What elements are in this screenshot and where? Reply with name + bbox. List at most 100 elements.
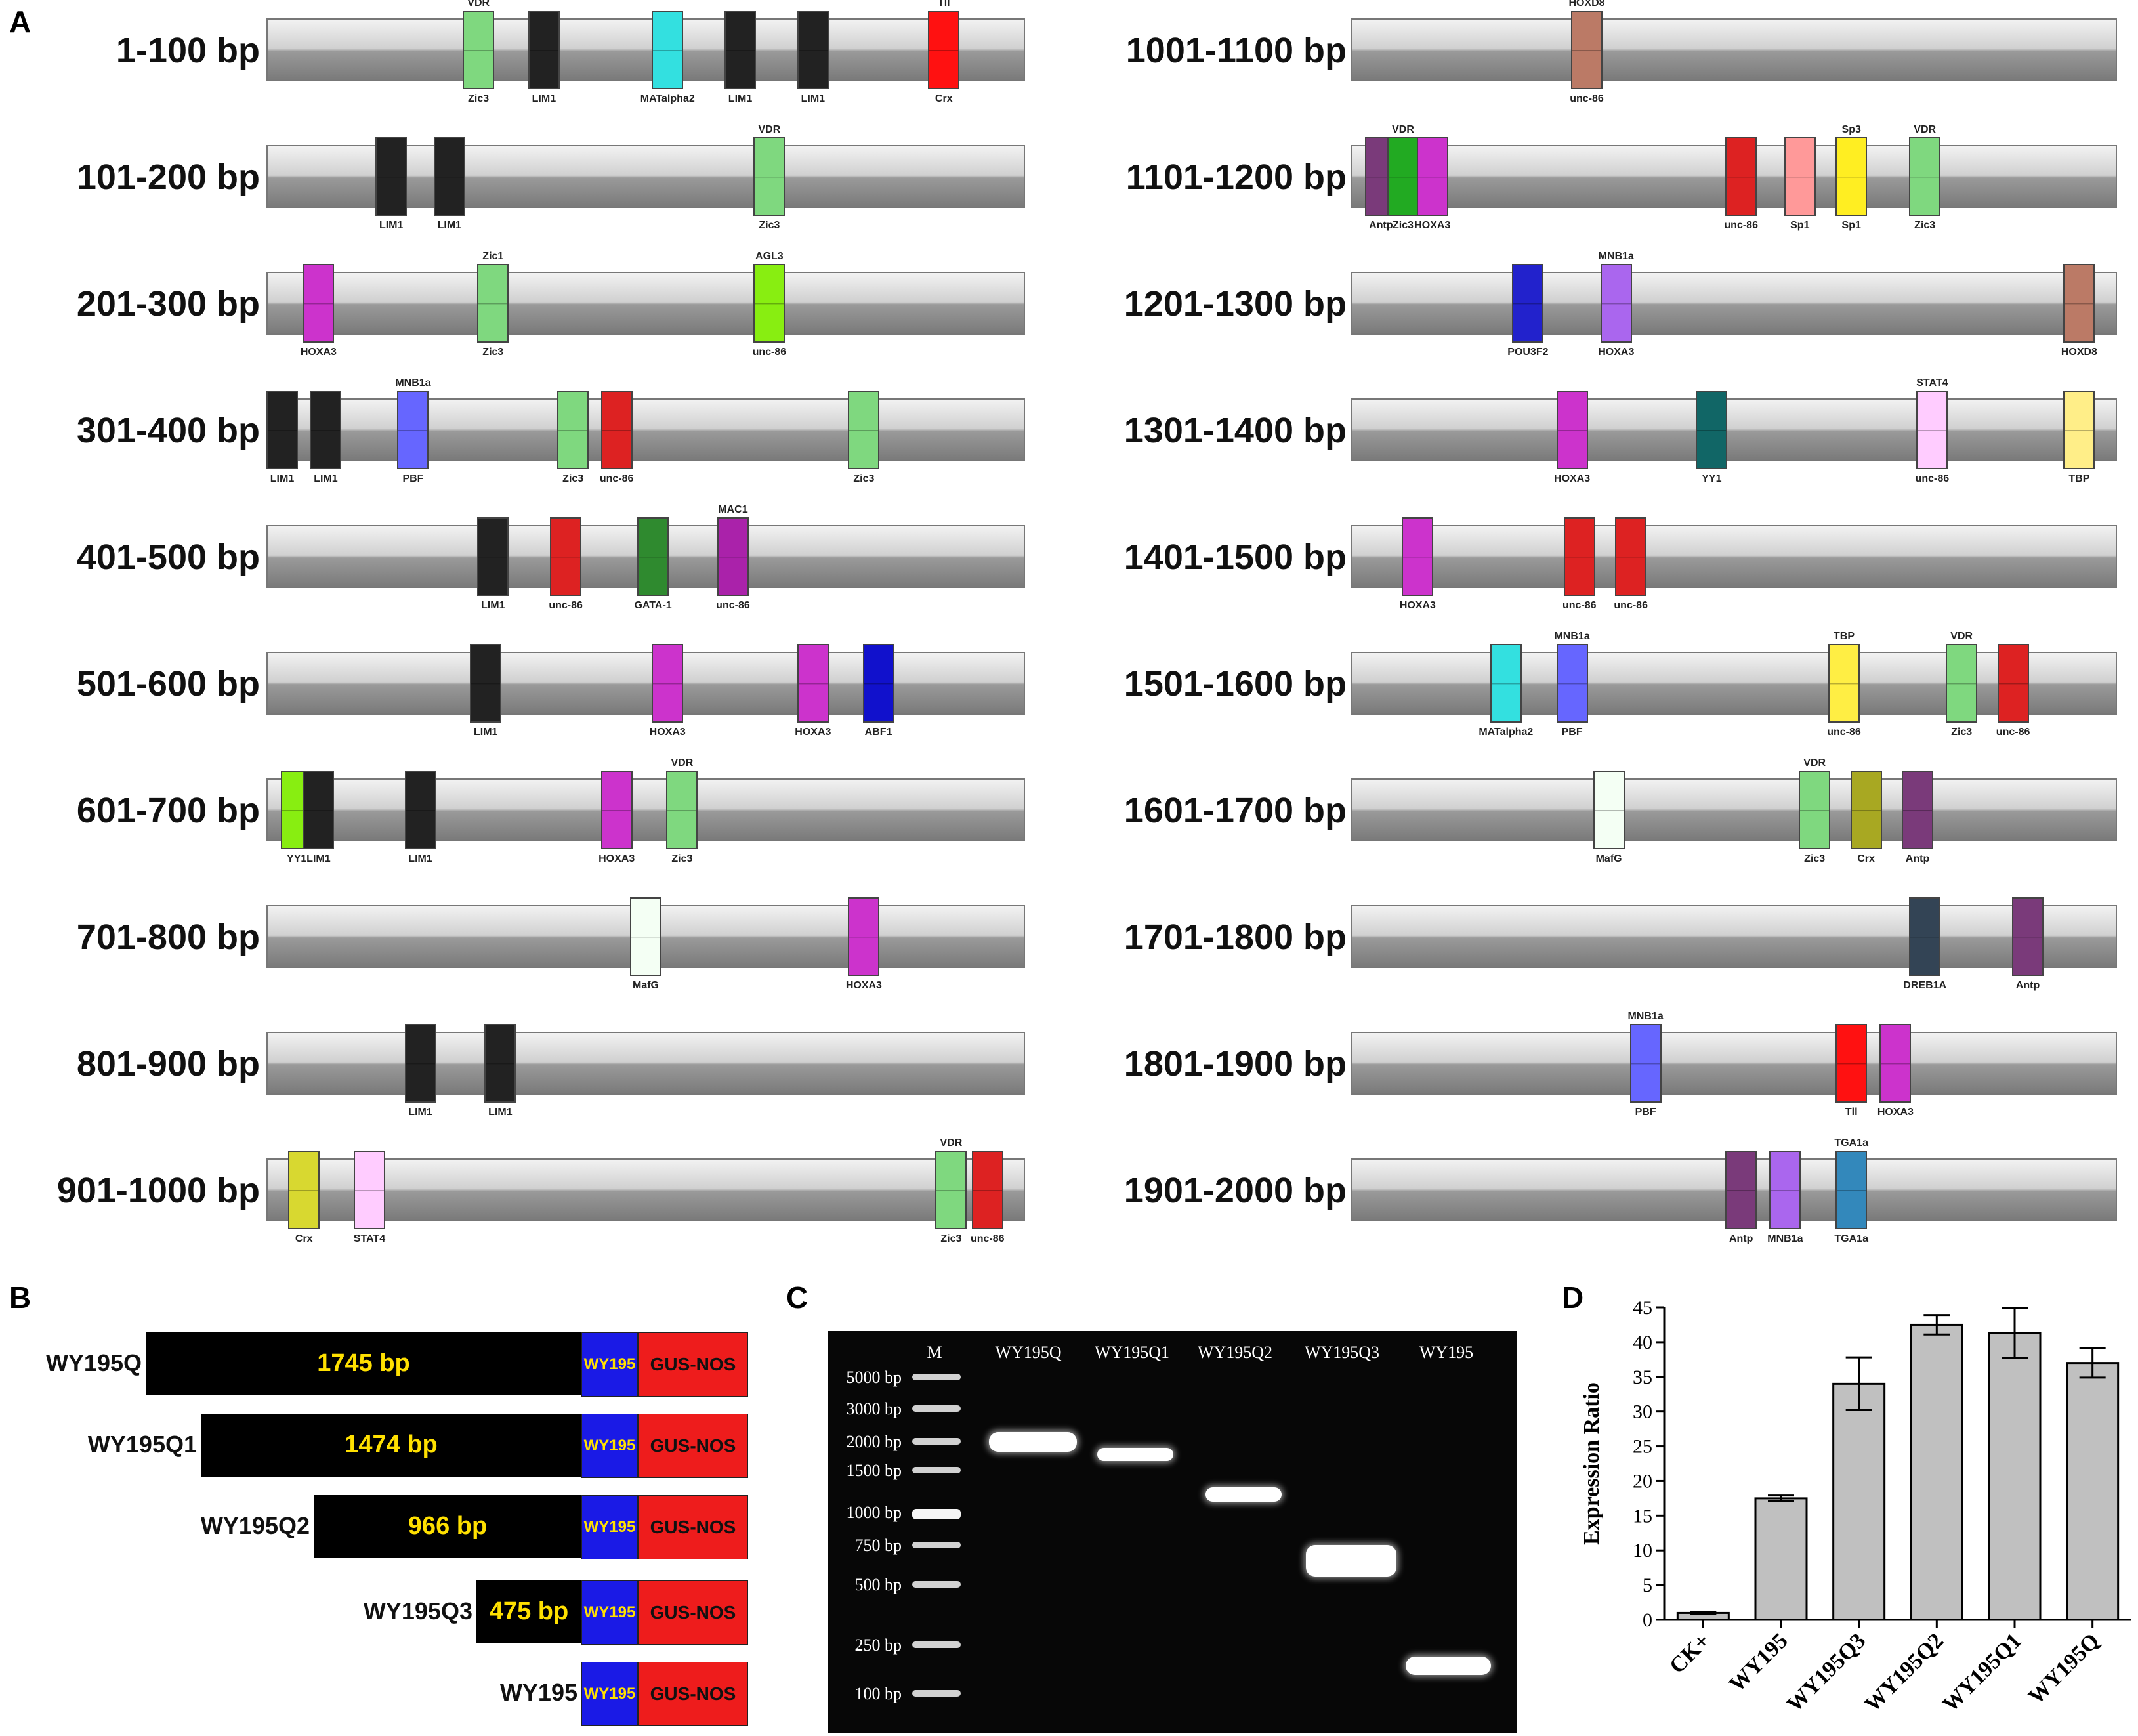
cis-element-name: LIM1: [728, 93, 753, 104]
cis-element-name: PBF: [1635, 1107, 1656, 1118]
cis-element-name: unc-86: [716, 600, 750, 611]
ladder-band: [912, 1405, 961, 1412]
x-tick-label: WY195Q1: [1938, 1628, 2026, 1716]
cis-element-name: unc-86: [1915, 473, 1950, 484]
y-tick-label: 15: [1633, 1505, 1652, 1527]
cis-element-box: [971, 1151, 1003, 1229]
ladder-size-label: 250 bp: [854, 1636, 902, 1655]
construct-name: WY195Q: [45, 1349, 142, 1376]
cis-element-box: [1593, 771, 1625, 849]
fragment-length: 1745 bp: [317, 1349, 410, 1377]
cis-element-box: [470, 644, 502, 723]
cis-element-box: [652, 11, 684, 89]
ladder-band: [912, 1581, 961, 1588]
cis-element-top-name: VDR: [1914, 124, 1937, 135]
cis-element-name: LIM1: [801, 93, 826, 104]
ladder-band: [912, 1467, 961, 1473]
cis-element-name: Sp1: [1841, 220, 1861, 231]
region-label: 201-300 bp: [76, 284, 260, 324]
cis-element-top-name: VDR: [467, 0, 490, 9]
cis-element-top-name: VDR: [1950, 631, 1973, 642]
ladder-band: [912, 1542, 961, 1548]
cis-element-top-name: VDR: [1392, 124, 1414, 135]
cis-element-name: LIM1: [379, 220, 404, 231]
cis-element-name: LIM1: [314, 473, 338, 484]
cis-element-name: unc-86: [599, 473, 634, 484]
region-label: 601-700 bp: [76, 791, 260, 830]
wy195-core-block: WY195: [581, 1332, 638, 1397]
cis-element-name: Zic3: [759, 220, 780, 231]
cis-element-box: [935, 1151, 967, 1229]
cis-element-name: HOXA3: [1877, 1107, 1914, 1118]
cis-element-name: MATalpha2: [1478, 727, 1534, 738]
gus-nos-block: GUS-NOS: [638, 1414, 748, 1478]
cis-element-box: [1909, 137, 1941, 216]
cis-element-box: [397, 391, 429, 469]
region-label: 1801-1900 bp: [1123, 1044, 1347, 1084]
cis-element-box: [477, 517, 509, 596]
cis-element-name: Zic3: [940, 1233, 962, 1244]
cis-element-top-name: TGA1a: [1834, 1137, 1868, 1149]
promoter-fragment-bar: [201, 1414, 581, 1477]
cis-element-name: Zic3: [853, 473, 875, 484]
cis-element-box: [1402, 517, 1434, 596]
cis-element-name: LIM1: [437, 220, 462, 231]
ladder-size-label: 1500 bp: [846, 1461, 902, 1480]
cis-element-box: [652, 644, 684, 723]
ladder-size-label: 3000 bp: [846, 1399, 902, 1418]
cis-element-box: [1946, 644, 1978, 723]
cis-element-box: [1387, 137, 1419, 216]
x-tick-label: WY195Q: [2024, 1628, 2104, 1708]
cis-element-name: unc-86: [1570, 93, 1604, 104]
y-tick-label: 40: [1633, 1332, 1652, 1353]
lane-label: WY195Q3: [1304, 1343, 1380, 1362]
cis-element-name: ABF1: [864, 727, 892, 738]
ladder-band: [912, 1374, 961, 1380]
gus-nos-block: GUS-NOS: [638, 1580, 748, 1645]
cis-element-box: [1563, 517, 1595, 596]
cis-element-name: LIM1: [481, 600, 505, 611]
region-label: 1201-1300 bp: [1123, 284, 1347, 324]
cis-element-box: [2063, 264, 2095, 343]
cis-element-top-name: VDR: [1803, 757, 1826, 769]
cis-element-box: [753, 264, 786, 343]
gus-nos-block: GUS-NOS: [638, 1332, 748, 1397]
cis-element-box: [528, 11, 560, 89]
cis-element-name: Antp: [1905, 853, 1930, 864]
cis-element-box: [375, 137, 408, 216]
cis-element-top-name: HOXD8: [1568, 0, 1605, 9]
promoter-fragment-bar: [314, 1495, 581, 1558]
pcr-product-band: [989, 1432, 1077, 1452]
cis-element-box: [557, 391, 589, 469]
cis-element-name: Zic3: [562, 473, 584, 484]
cis-element-box: [1490, 644, 1522, 723]
region-label: 1001-1100 bp: [1125, 31, 1347, 70]
cis-element-name: Antp: [1729, 1233, 1753, 1244]
region-label: 501-600 bp: [76, 664, 260, 704]
cis-element-name: Zic3: [1392, 220, 1414, 231]
cis-element-name: Sp1: [1790, 220, 1810, 231]
cis-element-box: [353, 1151, 385, 1229]
y-tick-label: 0: [1643, 1609, 1652, 1631]
cis-element-name: LIM1: [408, 1107, 432, 1118]
cis-element-name: MafG: [633, 980, 659, 991]
cis-element-top-name: MNB1a: [1627, 1011, 1664, 1022]
cis-element-box: [1725, 1151, 1757, 1229]
sequence-track: [1351, 1032, 2117, 1095]
cis-element-box: [1556, 391, 1588, 469]
cis-element-top-name: Zic1: [482, 251, 504, 262]
lane-label: WY195Q1: [1094, 1343, 1170, 1362]
region-label: 1101-1200 bp: [1125, 158, 1347, 197]
cis-element-top-name: VDR: [671, 757, 694, 769]
cis-element-box: [600, 391, 633, 469]
cis-element-name: Crx: [295, 1233, 313, 1244]
cis-element-box: [1879, 1024, 1912, 1103]
cis-element-name: unc-86: [549, 600, 583, 611]
cis-element-name: Zic3: [482, 347, 504, 358]
bar: [1754, 1497, 1808, 1621]
cis-element-name: unc-86: [1724, 220, 1758, 231]
cis-element-name: unc-86: [1996, 727, 2030, 738]
bar: [2066, 1362, 2120, 1621]
cis-element-top-name: STAT4: [1916, 377, 1948, 389]
